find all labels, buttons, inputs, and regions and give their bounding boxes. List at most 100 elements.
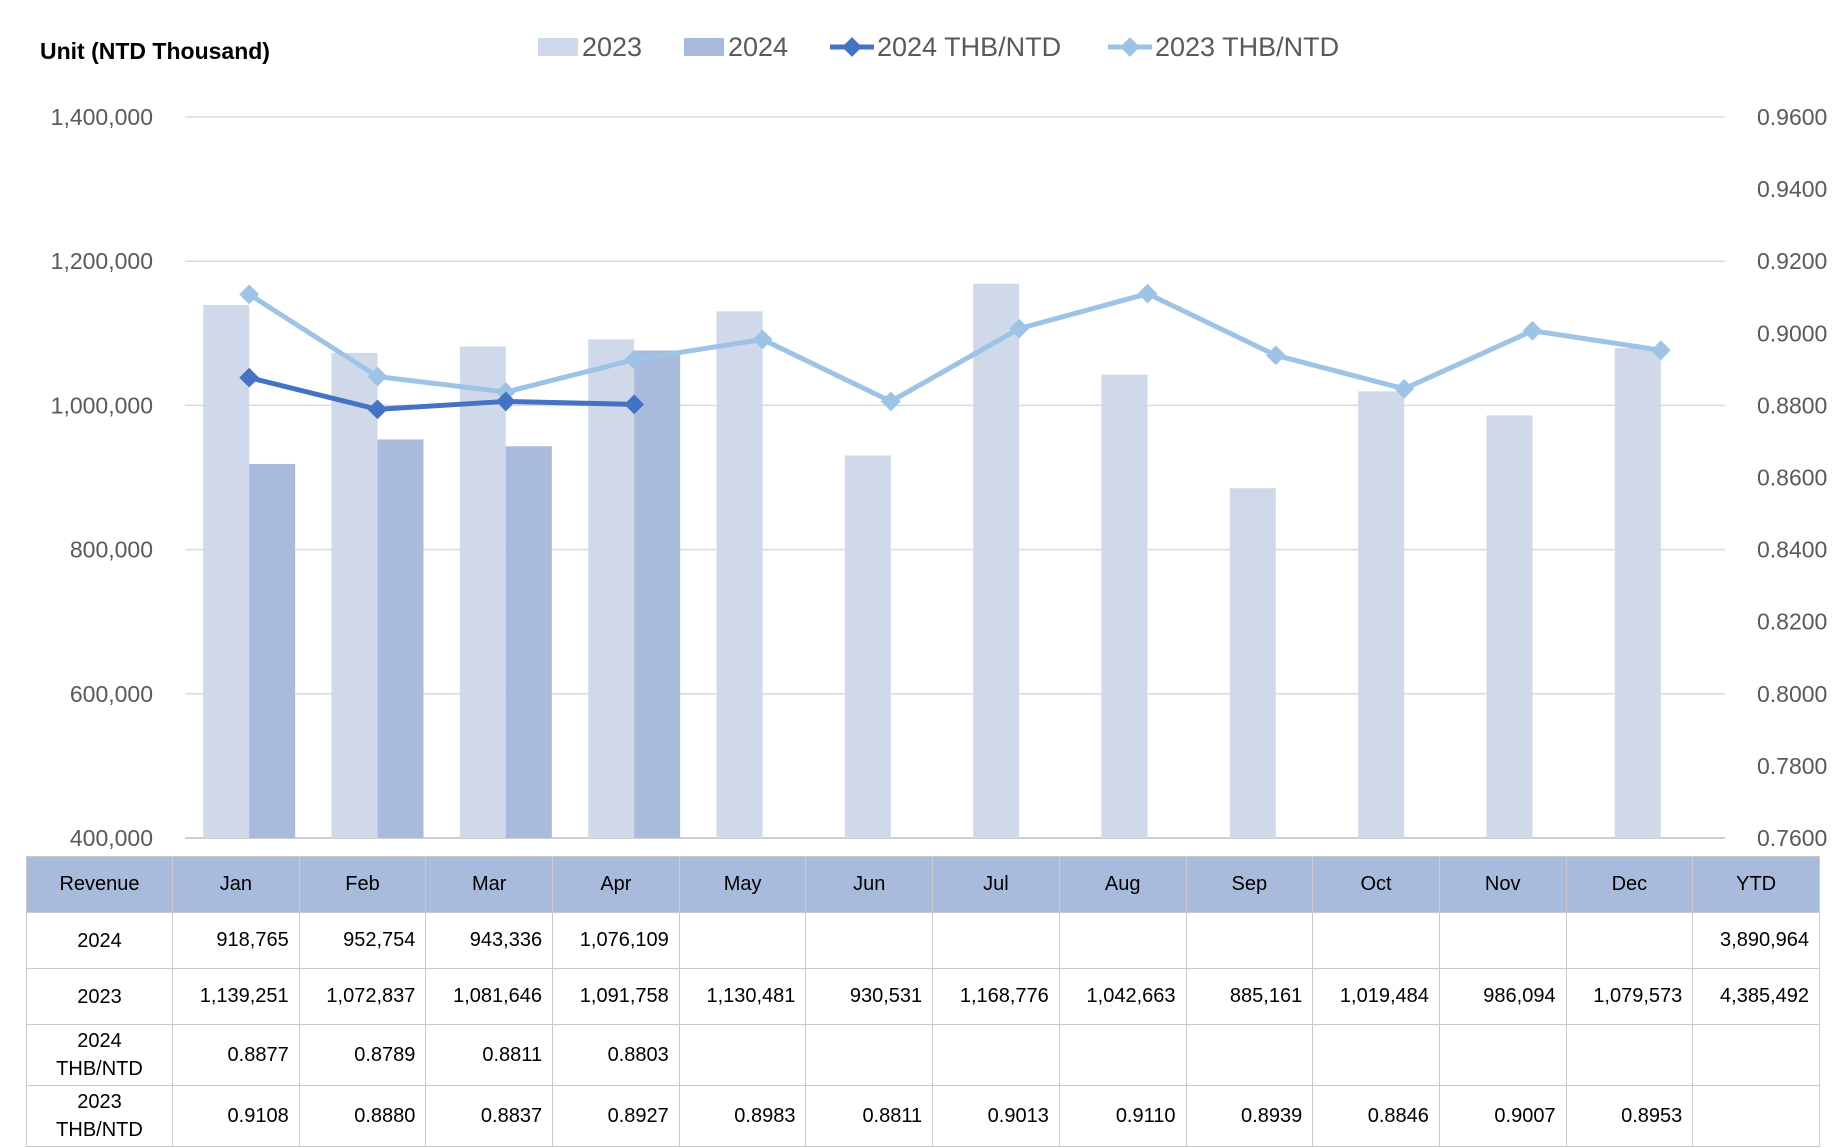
revenue-chart: 400,000 600,000 800,000 1,000,000 1,200,000 1… xyxy=(51,32,1828,851)
right-tick-label: 0.8600 xyxy=(1757,465,1827,491)
table-header-cell: Jun xyxy=(805,856,934,913)
table-cell: 1,042,663 xyxy=(1058,968,1187,1025)
table-row-label: 2023 THB/NTD xyxy=(26,1085,173,1147)
table-cell: 0.8877 xyxy=(172,1024,300,1086)
table-cell: 1,019,484 xyxy=(1312,968,1440,1025)
table-cell: 4,385,492 xyxy=(1692,968,1820,1025)
table-cell xyxy=(1692,1024,1820,1086)
table-cell: 0.8811 xyxy=(425,1024,554,1086)
table-cell: 0.8983 xyxy=(678,1085,807,1147)
table-header-cell: Dec xyxy=(1565,856,1694,913)
table-header-cell: Oct xyxy=(1312,856,1440,913)
legend-marker-2024 THB/NTD xyxy=(842,37,862,57)
table-row: 2024 918,765 952,754 943,336 1,076,109 3,890,… xyxy=(26,912,1820,969)
marker-2023 THB/NTD xyxy=(1137,283,1158,304)
marker-2023 THB/NTD xyxy=(367,366,388,387)
table-row: 2023 THB/NTD 0.9108 0.8880 0.8837 0.8927 0.898… xyxy=(26,1085,1820,1147)
table-cell xyxy=(1312,912,1440,969)
marker-2024 THB/NTD xyxy=(495,391,516,412)
table-cell xyxy=(805,912,934,969)
table-cell xyxy=(1692,1085,1820,1147)
marker-2023 THB/NTD xyxy=(752,329,773,350)
marker-2023 THB/NTD xyxy=(1522,320,1543,341)
table-cell: 943,336 xyxy=(425,912,554,969)
table-row-label: 2024 THB/NTD xyxy=(26,1024,173,1086)
legend-marker-2023 THB/NTD xyxy=(1120,37,1140,57)
table-row-label: 2024 xyxy=(26,912,173,969)
table-header-cell: May xyxy=(678,856,807,913)
table-cell: 0.8811 xyxy=(805,1085,934,1147)
table-cell: 952,754 xyxy=(298,912,427,969)
table-cell: 0.9110 xyxy=(1058,1085,1187,1147)
bar-2023-Mar xyxy=(459,346,506,838)
table-cell xyxy=(1565,1024,1694,1086)
legend-swatch-2023 xyxy=(538,38,578,56)
table-cell xyxy=(1312,1024,1440,1086)
table-cell: 1,076,109 xyxy=(552,912,680,969)
table-cell: 1,130,481 xyxy=(678,968,807,1025)
table-cell: 918,765 xyxy=(172,912,300,969)
table-cell xyxy=(678,1024,807,1086)
table-cell xyxy=(932,912,1060,969)
marker-2023 THB/NTD xyxy=(880,391,901,412)
right-tick-label: 0.8200 xyxy=(1757,609,1827,635)
table-cell xyxy=(1058,912,1187,969)
table-row: 2024 THB/NTD 0.8877 0.8789 0.8811 0.8803 xyxy=(26,1024,1820,1086)
unit-label: Unit (NTD Thousand) xyxy=(40,38,270,64)
left-tick-label: 1,200,000 xyxy=(51,248,153,274)
bar-2023-Jul xyxy=(973,283,1020,838)
table-header-cell: Sep xyxy=(1185,856,1314,913)
marker-2023 THB/NTD xyxy=(1394,378,1415,399)
right-tick-label: 0.7800 xyxy=(1757,753,1827,779)
table-header-cell: Nov xyxy=(1438,856,1567,913)
data-table: Revenue Jan Feb Mar Apr May Jun Jul Aug Sep Oct Nov… xyxy=(26,856,1820,1147)
table-cell xyxy=(1185,912,1314,969)
bar-2023-May xyxy=(716,311,763,838)
legend-label-2024: 2024 xyxy=(728,32,788,62)
table-header-cell: Jan xyxy=(172,856,300,913)
bar-2023-Sep xyxy=(1229,488,1276,838)
table-cell: 885,161 xyxy=(1185,968,1314,1025)
right-tick-label: 0.9400 xyxy=(1757,176,1827,202)
table-row: 2023 1,139,251 1,072,837 1,081,646 1,091,758… xyxy=(26,968,1820,1025)
bar-2023-Aug xyxy=(1101,374,1148,838)
left-axis-ticks: 400,000 600,000 800,000 1,000,000 1,200,000 1… xyxy=(51,104,153,851)
table-cell: 0.8939 xyxy=(1185,1085,1314,1147)
table-header-cell: Mar xyxy=(425,856,554,913)
table-header-cell: Jul xyxy=(932,856,1060,913)
table-cell: 986,094 xyxy=(1438,968,1567,1025)
bar-2024-Jan xyxy=(249,463,296,838)
legend-label-2023: 2023 xyxy=(582,32,642,62)
marker-2024 THB/NTD xyxy=(367,399,388,420)
table-body: 2024 918,765 952,754 943,336 1,076,109 3,890,… xyxy=(26,912,1820,1147)
marker-2023 THB/NTD xyxy=(1265,345,1286,366)
bar-2023-Jan xyxy=(203,305,250,839)
table-cell xyxy=(1185,1024,1314,1086)
left-tick-label: 800,000 xyxy=(70,537,153,563)
marker-2024 THB/NTD xyxy=(624,394,645,415)
left-tick-label: 1,000,000 xyxy=(51,392,153,418)
table-cell xyxy=(1565,912,1694,969)
table-row-label: 2023 xyxy=(26,968,173,1025)
table-cell: 0.8846 xyxy=(1312,1085,1440,1147)
left-tick-label: 600,000 xyxy=(70,681,153,707)
table-cell: 0.8837 xyxy=(425,1085,554,1147)
table-cell: 1,081,646 xyxy=(425,968,554,1025)
left-tick-label: 1,400,000 xyxy=(51,104,153,130)
table-cell: 0.8927 xyxy=(552,1085,680,1147)
table-cell xyxy=(805,1024,934,1086)
bars xyxy=(203,283,1661,839)
marker-2023 THB/NTD xyxy=(1650,340,1671,361)
table-header-cell: YTD xyxy=(1692,856,1820,913)
bar-2023-Jun xyxy=(844,455,891,838)
right-tick-label: 0.9600 xyxy=(1757,104,1827,130)
table-cell: 1,139,251 xyxy=(172,968,300,1025)
table-cell: 1,072,837 xyxy=(298,968,427,1025)
bar-2024-Apr xyxy=(634,350,681,838)
table-cell: 930,531 xyxy=(805,968,934,1025)
legend-label-2024 THB/NTD: 2024 THB/NTD xyxy=(877,32,1061,62)
right-axis-ticks: 0.7600 0.7800 0.8000 0.8200 0.8400 0.8600 0.88… xyxy=(1757,104,1827,851)
bar-2024-Mar xyxy=(505,446,552,838)
legend: 2023 2024 2024 THB/NTD 2023 THB/NTD xyxy=(538,32,1339,62)
bar-2023-Dec xyxy=(1614,348,1661,838)
